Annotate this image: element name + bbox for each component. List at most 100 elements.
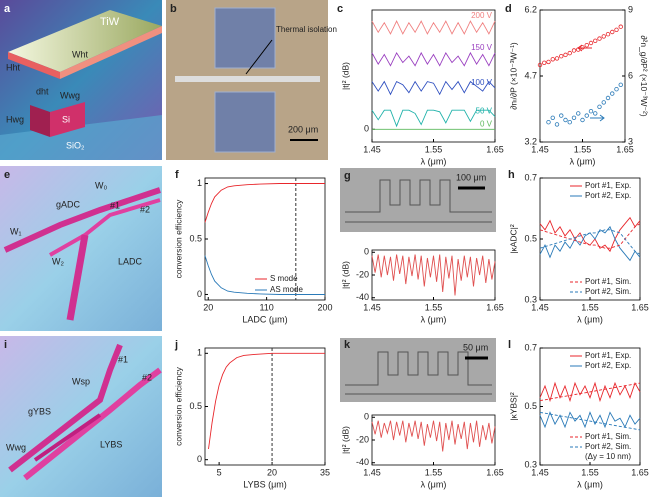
label: LYBS [100,439,122,449]
panel-label: d [505,3,512,15]
series-line [539,381,641,403]
data-point [559,54,564,59]
x-axis-label: λ (μm) [421,479,447,489]
label: SiO₂ [66,140,85,150]
x-axis-label: λ (μm) [421,156,447,166]
data-point [576,111,581,116]
series-line [371,51,496,67]
data-point [584,43,589,48]
legend-label: S mode [270,274,298,283]
label: gYBS [28,406,51,416]
label: W₁ [10,226,22,236]
waveguide [3,187,161,253]
data-point [610,91,615,96]
series-line [539,223,641,249]
x-tick-label: 1.45 [531,467,549,477]
series-line [539,411,641,431]
series-line [204,255,325,295]
si-waveguide-side [30,105,50,137]
label: W₀ [95,180,107,190]
panel-label: a [4,3,11,15]
label: TiW [100,16,120,28]
panel-label: l [508,339,511,351]
panel-a: a TiW Wht Hht dht Wwg Hwg Si SiO₂ [0,0,162,160]
data-point [605,32,611,37]
y-tick-label: 0 [364,412,369,422]
series-line [539,229,641,255]
x-tick-label: 1.55 [425,467,443,477]
heater-pad [214,91,276,153]
y-tick-label: 0.5 [524,401,537,411]
data-point [580,45,585,50]
plot-frame [204,177,326,301]
series-line [539,411,641,429]
series-label: 150 V [471,43,493,52]
x-tick-label: 1.45 [363,144,381,154]
x-axis-label: λ (μm) [421,314,447,324]
data-point [571,48,577,53]
waveguide [23,367,162,481]
scale-label: 100 μm [456,172,486,182]
plot-frame [371,9,496,143]
label: #2 [140,204,150,214]
x-axis-label: λ (μm) [570,156,596,166]
y-tick-label: 0 [364,247,369,257]
x-tick-label: 5 [217,467,222,477]
y-axis-label: |t|² (dB) [340,261,350,289]
legend-label: Port #1, Exp. [585,181,631,190]
legend-label: Port #2, Sim. [585,442,631,451]
y-tick-label: 0.7 [524,172,537,182]
label: dht [36,86,49,96]
x-tick-label: 1.65 [631,467,649,477]
y2-tick-label: 6 [628,70,633,80]
panel-i: i Wsp gYBS #1 #2 Wwg LYBS [0,336,162,497]
x-tick-label: 1.45 [531,144,549,154]
data-point [567,50,572,56]
y2-tick-label: 3 [628,136,633,146]
y-tick-label: 0.3 [524,294,537,304]
label: Wwg [60,90,80,100]
data-point [550,57,555,62]
annotation: (Δy = 10 nm) [585,452,631,461]
panel-label: k [344,339,351,351]
micrograph-g: 100 μm [340,168,496,232]
y-tick-label: 1 [197,348,202,358]
scale-label: 50 μm [463,342,488,352]
data-point [576,47,581,52]
legend-label: Port #1, Sim. [585,432,631,441]
data-point [546,59,551,65]
series-line [204,183,325,223]
y-tick-label: -20 [356,269,369,279]
data-point [559,113,564,118]
data-point [601,34,606,39]
legend-label: Port #2, Sim. [585,287,631,296]
x-tick-label: 35 [320,467,330,477]
data-point [571,115,577,120]
y-axis-label: |t|² (dB) [340,62,350,90]
waveguide [345,351,492,386]
x-axis-label: LYBS (μm) [243,479,287,489]
heater-front [60,26,162,79]
y-tick-label: 0 [197,454,202,464]
x-axis-label: LADC (μm) [242,314,287,324]
data-point [546,119,551,125]
y2-tick-label: 9 [628,4,633,14]
y-axis-label: |κYBS|² [508,392,518,421]
series-label: 0 V [480,119,493,128]
label: Wht [72,49,89,59]
data-point [593,38,598,43]
data-point [618,82,623,87]
y-tick-label: 0.5 [189,233,202,243]
pointer [245,39,273,75]
x-tick-label: 200 [317,302,332,312]
data-point [614,27,619,32]
panel-label: g [344,170,351,182]
waveguide [49,198,161,257]
series-label: 200 V [471,11,493,20]
y-tick-label: 6.2 [524,4,537,14]
label: W₂ [52,256,64,266]
panel-label: c [337,3,343,15]
series-line [371,420,496,452]
waveguide [66,234,89,321]
